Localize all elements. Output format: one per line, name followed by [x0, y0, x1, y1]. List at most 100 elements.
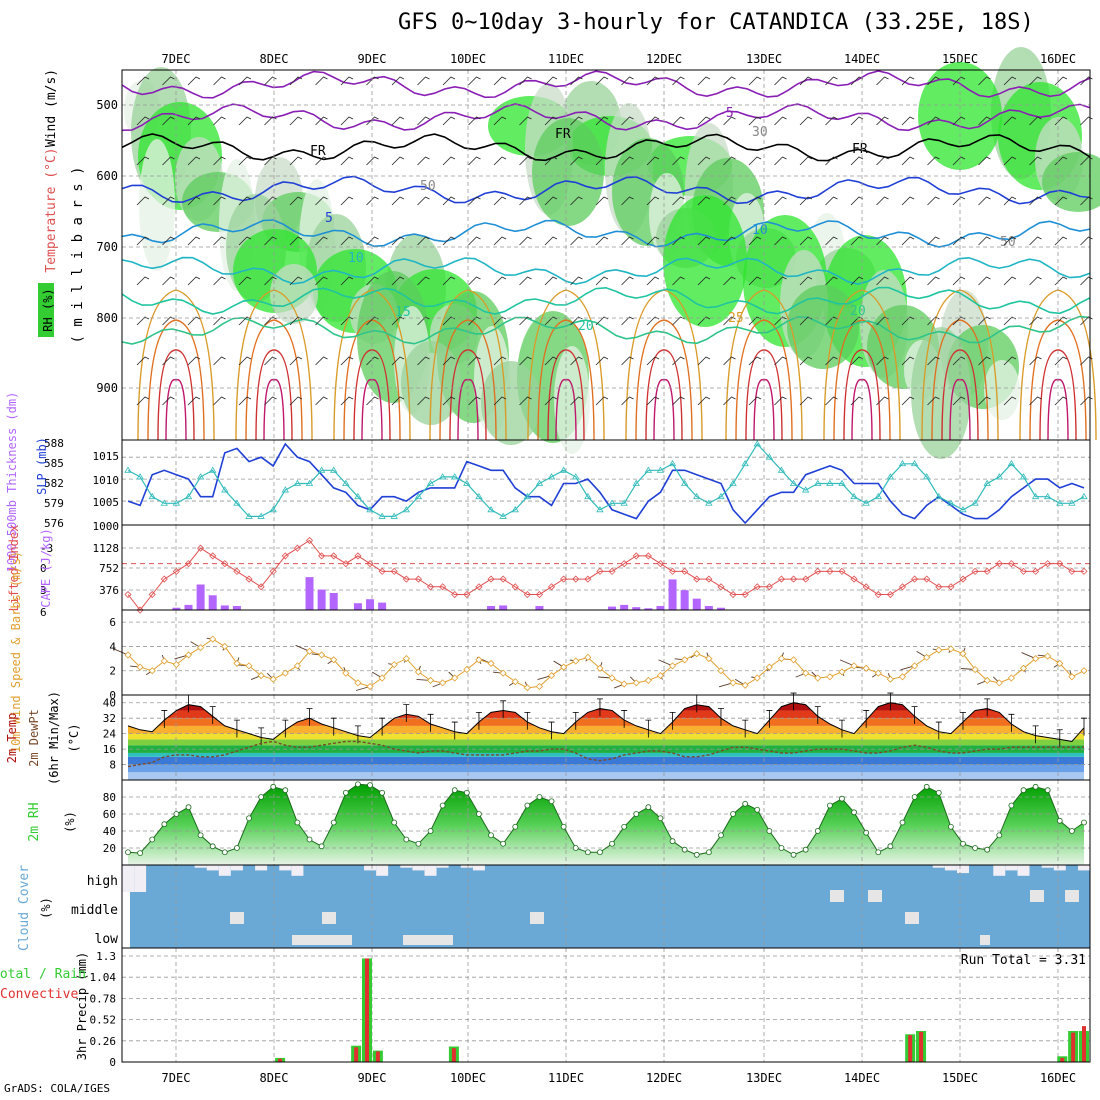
wind-barb — [927, 316, 940, 326]
wind-point — [705, 655, 713, 663]
wind-barb — [315, 156, 328, 166]
wind-barb — [774, 396, 787, 406]
thickness-point — [1007, 459, 1016, 467]
wind-barb — [238, 236, 252, 246]
date-label-bottom: 13DEC — [746, 1071, 782, 1085]
wind-barb — [1080, 316, 1093, 326]
temp-minmax — [669, 711, 676, 730]
contour-label: 20 — [850, 304, 866, 319]
rh-point — [282, 787, 289, 794]
temp-contour — [121, 103, 1091, 132]
wind-barb — [927, 236, 940, 246]
wind-barb — [927, 276, 940, 286]
wind-barb — [1029, 196, 1042, 206]
thickness-point — [342, 479, 350, 486]
cloud-gap-high — [412, 865, 425, 871]
wind-barb — [391, 276, 405, 286]
temp-tick: 32 — [103, 712, 116, 725]
wind-barb — [289, 276, 303, 286]
li-point — [596, 567, 604, 575]
wind-barb — [825, 116, 838, 126]
li-point — [245, 575, 253, 583]
cloud-gap-high — [230, 865, 243, 871]
wind-barb — [468, 236, 481, 246]
cape-bar — [704, 606, 713, 610]
wind-barb — [187, 236, 201, 246]
cloud-gap-high — [944, 865, 957, 871]
rh-point — [1056, 817, 1063, 824]
thickness-point — [680, 479, 689, 486]
wind-barb — [901, 156, 915, 166]
temp-minmax — [742, 719, 749, 738]
li-point — [1068, 567, 1076, 575]
wind-barb — [544, 196, 558, 206]
wind-barb — [366, 356, 379, 366]
wind-barb — [799, 76, 813, 86]
cape-bar — [656, 606, 665, 610]
wind-barb — [672, 156, 685, 166]
wind-axis-label: Wind (m/s) — [44, 69, 59, 147]
wind-barb — [442, 76, 456, 86]
rh-point — [125, 849, 131, 856]
wind-point — [668, 662, 677, 670]
wind-barb — [774, 116, 787, 126]
rh-axis-label: RH (%) — [41, 288, 55, 331]
wind-point — [656, 672, 665, 680]
li-point — [511, 583, 519, 591]
li-point — [221, 560, 229, 568]
wind-barb — [570, 356, 583, 366]
wind-barb — [493, 356, 507, 366]
wind-barb — [901, 76, 915, 86]
wind-barb — [621, 316, 634, 326]
temp-minmax — [379, 717, 386, 736]
rh-point — [584, 849, 591, 856]
wind-barb — [468, 396, 481, 406]
thickness-point — [487, 506, 495, 513]
cloud-axis-label-1: Cloud Cover — [17, 865, 32, 951]
wind-barb — [1003, 356, 1017, 366]
temp-tick: 16 — [103, 743, 116, 756]
cloud-gap-high — [364, 865, 377, 871]
rh-point — [548, 798, 555, 805]
wind-barb — [570, 236, 583, 246]
li-point — [886, 590, 894, 599]
wind-barb — [1054, 196, 1068, 206]
wind-point — [983, 676, 991, 684]
wind-barb — [672, 276, 685, 286]
wind-barb — [646, 196, 660, 206]
li-point — [790, 575, 798, 583]
temp-minmax — [451, 721, 458, 740]
thickness-point — [596, 506, 604, 513]
wind-barb — [264, 196, 277, 206]
cape-bar — [184, 604, 193, 610]
wind-barb — [468, 116, 481, 126]
wind-barb — [672, 116, 685, 126]
thickness-point — [148, 492, 156, 500]
precip-convective-bar — [354, 1047, 359, 1062]
slp-tick: 1010 — [93, 474, 120, 487]
wind-point — [209, 635, 217, 643]
li-point — [172, 567, 180, 575]
cloud-gap-mid — [830, 890, 844, 902]
wind-barb — [468, 76, 481, 86]
wind-barb — [927, 196, 940, 206]
wind-barb — [1080, 116, 1093, 126]
wind-barb — [1080, 76, 1093, 86]
wind-point — [620, 680, 628, 688]
wind-barb — [442, 156, 456, 166]
wind-barb — [621, 196, 634, 206]
wind-point — [487, 659, 495, 667]
wind-barb — [876, 116, 889, 126]
rh-point — [778, 845, 785, 851]
thickness-point — [898, 459, 907, 467]
wind-barb — [570, 396, 583, 406]
precip-convective-bar — [919, 1031, 924, 1062]
wind-barb — [978, 356, 991, 366]
contour-label: 30 — [752, 125, 768, 140]
li-point — [281, 552, 289, 560]
wind-point — [1007, 674, 1015, 682]
wind-barb — [417, 196, 430, 206]
wind-point — [378, 674, 386, 682]
temp-minmax — [1008, 713, 1015, 732]
rh-point — [403, 836, 410, 843]
